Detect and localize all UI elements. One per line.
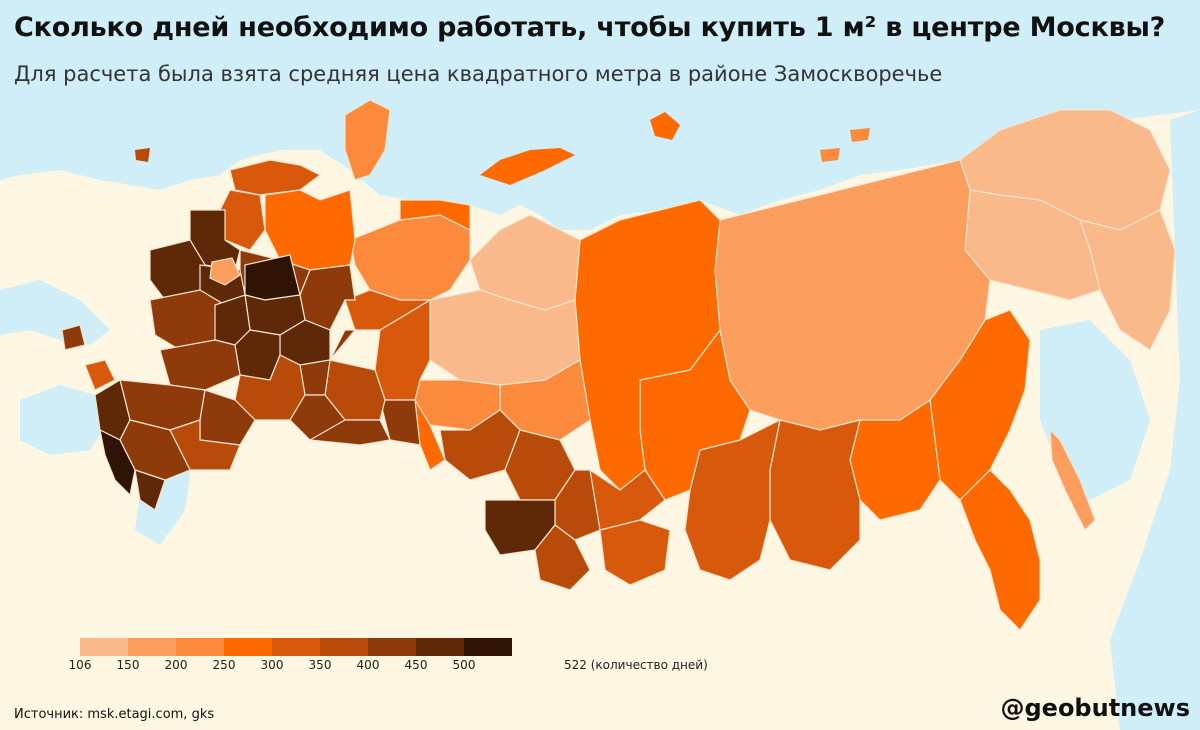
- pacific-ocean: [1110, 110, 1200, 730]
- legend-swatch: [128, 638, 176, 656]
- region-novaya-zemlya: [344, 99, 391, 181]
- legend-tick-label: 500: [452, 658, 476, 672]
- credit-handle: @geobutnews: [1000, 694, 1190, 722]
- legend-tick-label: 400: [356, 658, 380, 672]
- region-arkhangelsk: [264, 189, 356, 271]
- region-zabaykalsky: [769, 419, 861, 571]
- legend-swatch: [416, 638, 464, 656]
- arctic-islands: [135, 112, 870, 185]
- baltic-sea: [0, 280, 110, 345]
- arctic-ocean: [0, 0, 1200, 230]
- legend-tick-label: 300: [260, 658, 284, 672]
- legend-color-bar: [80, 638, 680, 656]
- color-legend: 522 (количество дней) 106 150 200 250 300 350…: [69, 638, 708, 678]
- legend-swatch: [80, 638, 128, 656]
- page-title: Сколько дней необходимо работать, чтобы …: [14, 12, 1166, 43]
- region-moscow: [209, 257, 241, 286]
- legend-tick-label: 106: [68, 658, 92, 672]
- region-nenets: [399, 199, 471, 231]
- legend-swatch: [368, 638, 416, 656]
- legend-swatch: [464, 638, 512, 656]
- region-sakhalin: [1049, 428, 1096, 532]
- legend-tick-label: 450: [404, 658, 428, 672]
- region-primorye: [959, 469, 1041, 631]
- region-north-caucasus: [99, 428, 136, 497]
- region-samara: [289, 394, 346, 441]
- legend-max-label: 522: [564, 658, 587, 672]
- region-dagestan: [134, 469, 166, 511]
- region-kaliningrad: [61, 324, 86, 351]
- legend-tick-label: 200: [164, 658, 188, 672]
- legend-tick-label: 250: [212, 658, 236, 672]
- region-altai-republic: [534, 524, 591, 591]
- legend-swatch: [176, 638, 224, 656]
- legend-tick-label: 150: [116, 658, 140, 672]
- legend-swatch: [320, 638, 368, 656]
- black-sea: [20, 385, 110, 455]
- russia-regions: [61, 99, 1176, 631]
- legend-swatch: [272, 638, 320, 656]
- page-subtitle: Для расчета была взята средняя цена квад…: [14, 62, 943, 86]
- region-kurgan: [414, 399, 446, 471]
- legend-swatch: [224, 638, 272, 656]
- region-buryatia: [684, 418, 781, 581]
- legend-unit-label: 522 (количество дней): [564, 658, 708, 672]
- region-crimea: [84, 359, 116, 391]
- legend-tick-label: 350: [308, 658, 332, 672]
- source-note: Источник: msk.etagi.com, gks: [14, 707, 215, 722]
- region-murmansk: [229, 159, 322, 196]
- legend-labels: 522 (количество дней) 106 150 200 250 300 350…: [69, 658, 708, 678]
- legend-unit: (количество дней): [590, 658, 708, 672]
